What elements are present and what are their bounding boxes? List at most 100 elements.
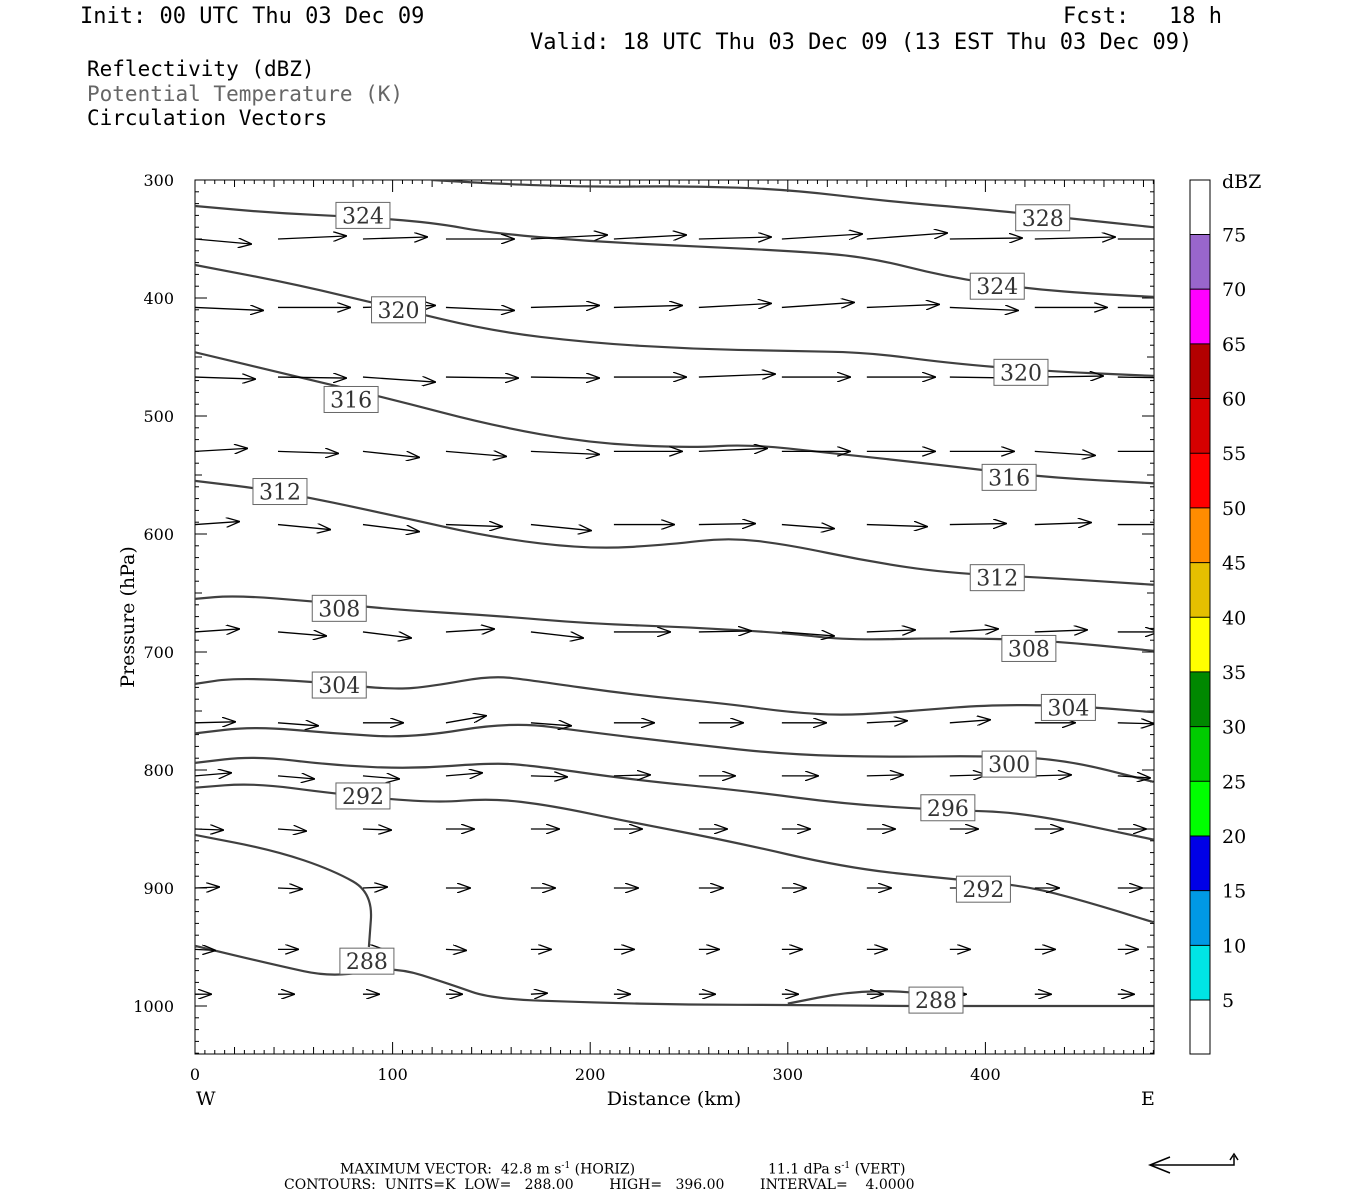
vector-arrow	[362, 523, 419, 532]
vector-arrow	[866, 525, 927, 527]
contour-label-box	[955, 875, 1011, 903]
vector-arrow	[866, 630, 915, 632]
vector-arrow	[1034, 775, 1071, 776]
contour-label-box	[981, 463, 1037, 491]
vector-arrow	[698, 237, 771, 239]
legend-reflectivity: Reflectivity (dBZ)	[87, 57, 315, 81]
legend-circulation-vectors: Circulation Vectors	[87, 106, 328, 130]
vector-arrow	[866, 304, 939, 307]
y-tick-label: 1000	[133, 997, 174, 1016]
contour-label: 320	[1000, 361, 1042, 386]
colorbar-segment	[1190, 617, 1210, 672]
circulation-vectors	[195, 233, 1154, 994]
vector-arrow	[530, 377, 599, 378]
colorbar-segment	[1190, 1000, 1210, 1054]
vector-arrow	[698, 374, 775, 377]
vector-arrow	[1117, 376, 1154, 379]
x-tick-label: 400	[970, 1065, 1001, 1084]
y-tick-label: 400	[143, 289, 174, 308]
theta-contour-308	[195, 595, 1154, 652]
contour-label-box	[311, 594, 367, 622]
vector-arrow	[698, 631, 751, 632]
contour-label: 312	[259, 481, 301, 506]
contour-label-box	[371, 296, 427, 324]
contour-label-box	[1040, 693, 1096, 721]
vector-arrow	[277, 451, 338, 453]
reference-vector	[1147, 1152, 1239, 1174]
vector-arrow	[445, 377, 518, 378]
vector-arrow	[277, 632, 326, 636]
max-vector-horizontal: MAXIMUM VECTOR: 42.8 m s-1 (HORIZ)	[340, 1161, 636, 1178]
valid-time: Valid: 18 UTC Thu 03 Dec 09 (13 EST Thu …	[530, 30, 1193, 55]
colorbar-label: 35	[1222, 662, 1246, 684]
contour-label-box	[920, 794, 976, 822]
y-tick-label: 700	[143, 643, 174, 662]
vector-arrow	[195, 377, 255, 379]
vector-arrow	[445, 307, 514, 310]
y-axis-title: Pressure (hPa)	[117, 546, 139, 688]
vector-arrow	[445, 949, 466, 950]
x-tick-label: 100	[377, 1065, 408, 1084]
contour-label: 324	[976, 275, 1018, 300]
colorbar-segment	[1190, 945, 1210, 1000]
legend-potential-temperature: Potential Temperature (K)	[87, 82, 404, 106]
vector-arrow	[613, 235, 686, 239]
vector-arrow	[866, 775, 903, 776]
contour-label-box	[981, 750, 1037, 778]
vector-arrow	[362, 377, 435, 382]
colorbar-segment	[1190, 835, 1210, 891]
x-tick-label: 300	[773, 1065, 804, 1084]
vector-arrow	[1034, 237, 1115, 239]
vector-arrow	[277, 236, 346, 239]
vector-arrow	[530, 631, 583, 638]
colorbar-segment	[1190, 234, 1210, 290]
vector-arrow	[949, 720, 990, 723]
contour-label: 288	[346, 950, 388, 975]
colorbar-segment	[1190, 453, 1210, 508]
vector-arrow	[781, 632, 834, 636]
vector-arrow	[530, 776, 567, 777]
vector-arrow	[1034, 523, 1091, 525]
vector-arrow	[781, 234, 862, 239]
contour-label: 316	[330, 388, 372, 413]
contour-label: 304	[1047, 696, 1089, 721]
colorbar-segment	[1190, 726, 1210, 782]
y-tick-label: 800	[143, 761, 174, 780]
x-tick-label: 0	[190, 1065, 200, 1084]
vector-arrow	[362, 450, 419, 457]
colorbar-label: 40	[1222, 607, 1246, 629]
vector-arrow	[195, 887, 219, 888]
contour-label-box	[311, 671, 367, 699]
colorbar-label: 70	[1222, 279, 1246, 301]
vector-arrow	[195, 773, 231, 776]
colorbar-label: 30	[1222, 717, 1246, 739]
colorbar-segment	[1190, 890, 1210, 946]
contour-label: 300	[988, 753, 1030, 778]
vector-arrow	[698, 524, 755, 525]
theta-contour-288	[195, 944, 1154, 1008]
contour-label: 292	[962, 878, 1004, 903]
vector-arrow	[277, 888, 302, 889]
forecast-hour: Fcst: 18 h	[1063, 4, 1222, 29]
vector-arrow	[698, 448, 767, 451]
y-tick-label: 300	[143, 171, 174, 190]
init-time: Init: 00 UTC Thu 03 Dec 09	[80, 4, 425, 29]
contour-label: 328	[1022, 207, 1064, 232]
vector-arrow	[530, 235, 607, 239]
colorbar-label: 55	[1222, 443, 1246, 465]
vector-arrow	[781, 302, 854, 307]
vector-arrow	[613, 305, 682, 307]
colorbar-label: 75	[1222, 225, 1246, 247]
vector-arrow	[530, 305, 599, 307]
colorbar-segment	[1190, 671, 1210, 727]
contour-label: 292	[342, 785, 384, 810]
vector-arrow	[866, 721, 907, 723]
vector-arrow	[1034, 630, 1087, 632]
east-label: E	[1141, 1088, 1155, 1110]
vector-arrow	[277, 829, 306, 831]
colorbar-segment	[1190, 507, 1210, 563]
theta-contour-320	[195, 263, 1154, 377]
theta-contour-316	[195, 351, 1154, 485]
theta-contour-312	[195, 479, 1154, 586]
vector-arrow	[195, 307, 263, 310]
